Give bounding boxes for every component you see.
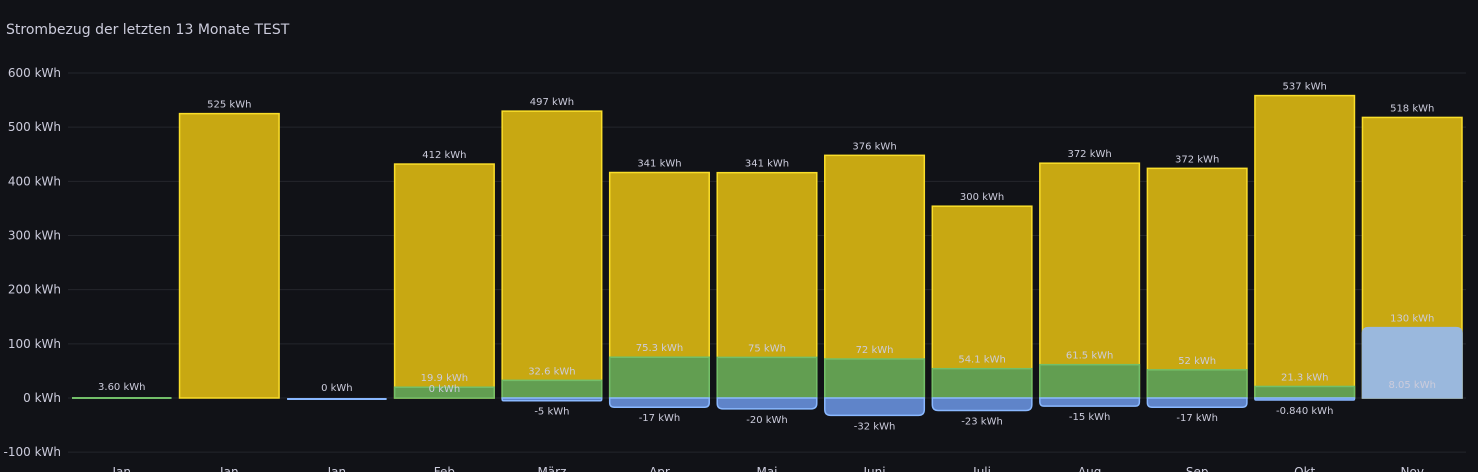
bar-total[interactable] — [1254, 94, 1356, 399]
bar-green-label: 52 kWh — [1178, 356, 1216, 367]
x-tick-label: Feb — [434, 465, 455, 472]
y-tick-label: 400 kWh — [8, 174, 61, 188]
bar-total-label: 341 kWh — [637, 159, 681, 170]
bar-total-label: 300 kWh — [960, 192, 1004, 203]
bar-blue-label: -17 kWh — [1176, 413, 1218, 424]
x-tick-label: Mai — [756, 465, 777, 472]
bars — [72, 94, 1463, 417]
bar-blue-label: -0.840 kWh — [1276, 406, 1333, 417]
bar-green[interactable] — [931, 367, 1033, 399]
bar-total[interactable] — [393, 163, 495, 399]
bar-green[interactable] — [72, 397, 172, 399]
bar-lightblue-label: 130 kWh — [1390, 314, 1434, 325]
bar-total-label: 497 kWh — [530, 97, 574, 108]
bar-total[interactable] — [931, 205, 1033, 399]
bar-green-label: 32.6 kWh — [528, 366, 575, 377]
bar-blue[interactable] — [608, 397, 710, 408]
panel-title[interactable]: Strombezug der letzten 13 Monate TEST — [6, 22, 290, 38]
x-tick-label: Aug — [1078, 465, 1101, 472]
bar-blue-label: -15 kWh — [1069, 412, 1111, 423]
bar-green-label: 19.9 kWh — [421, 373, 468, 384]
bar-green[interactable] — [1146, 369, 1248, 399]
bar-total-label: 518 kWh — [1390, 103, 1434, 114]
bar-blue-label: 0 kWh — [321, 383, 353, 394]
bar-total[interactable] — [178, 112, 280, 399]
y-tick-label: 100 kWh — [8, 337, 61, 351]
bar-green-label: 75 kWh — [748, 343, 786, 354]
bar-blue-label: -5 kWh — [534, 407, 569, 418]
x-tick-label: März — [537, 465, 566, 472]
bar-total[interactable] — [1039, 162, 1141, 399]
y-tick-label: 200 kWh — [8, 283, 61, 297]
y-tick-label: 300 kWh — [8, 229, 61, 243]
bar-total-label: 372 kWh — [1175, 154, 1219, 165]
bar-green-label: 54.1 kWh — [958, 355, 1005, 366]
y-axis: 600 kWh 500 kWh 400 kWh 300 kWh 200 kWh 100 k… — [4, 66, 61, 459]
x-tick-label: Sep — [1186, 465, 1209, 472]
x-tick-label: Jan — [327, 465, 347, 472]
bar-blue[interactable] — [824, 397, 926, 417]
bar-green[interactable] — [501, 379, 603, 399]
y-tick-label: 500 kWh — [8, 120, 61, 134]
x-tick-label: Jan — [112, 465, 132, 472]
bar-total-label: 537 kWh — [1283, 82, 1327, 93]
bar-green-label-2: 0 kWh — [429, 384, 461, 395]
x-tick-label: Jan — [219, 465, 239, 472]
x-tick-label: Nov — [1401, 465, 1424, 472]
bar-total[interactable] — [501, 110, 603, 399]
bar-total-label: 341 kWh — [745, 159, 789, 170]
bar-blue[interactable] — [287, 398, 387, 400]
bar-green-label: 21.3 kWh — [1281, 372, 1328, 383]
y-tick-label: 600 kWh — [8, 66, 61, 80]
x-tick-label: Okt — [1294, 465, 1315, 472]
bar-total-label: 376 kWh — [852, 141, 896, 152]
bar-green[interactable] — [716, 356, 818, 399]
y-tick-label: -100 kWh — [4, 445, 61, 459]
bar-lightblue-inner-label: 8.05 kWh — [1388, 380, 1435, 391]
bar-blue[interactable] — [1254, 397, 1356, 401]
bar-blue[interactable] — [1039, 397, 1141, 407]
bar-blue[interactable] — [716, 397, 818, 410]
bar-green[interactable] — [1254, 385, 1356, 399]
bar-blue[interactable] — [501, 397, 603, 402]
bar-total-label: 525 kWh — [207, 100, 251, 111]
bar-blue[interactable] — [931, 397, 1033, 412]
x-axis: Jan Jan Jan Feb März Apr Mai Juni Juli Aug Sep Okt N… — [112, 465, 1424, 472]
bar-blue-label: -20 kWh — [746, 415, 788, 426]
bar-green-label: 61.5 kWh — [1066, 351, 1113, 362]
bar-blue-label: -17 kWh — [639, 413, 681, 424]
x-tick-label: Apr — [649, 465, 670, 472]
bar-total[interactable] — [824, 154, 926, 399]
bar-green[interactable] — [824, 358, 926, 399]
bar-green-label: 72 kWh — [856, 345, 894, 356]
bar-green[interactable] — [1039, 363, 1141, 399]
bar-green[interactable] — [393, 386, 495, 399]
y-tick-label: 0 kWh — [23, 391, 61, 405]
bar-green-label: 3.60 kWh — [98, 382, 145, 393]
x-tick-label: Juni — [862, 465, 885, 472]
bar-green[interactable] — [608, 356, 710, 399]
bar-total-label: 372 kWh — [1067, 149, 1111, 160]
bar-total[interactable] — [1146, 167, 1248, 399]
x-tick-label: Juli — [972, 465, 991, 472]
bar-blue[interactable] — [1146, 397, 1248, 408]
bar-lightblue[interactable] — [1361, 326, 1463, 399]
bar-total-label: 412 kWh — [422, 150, 466, 161]
bar-blue-label: -23 kWh — [961, 416, 1003, 427]
bar-blue-label: -32 kWh — [854, 421, 896, 432]
bar-green-label: 75.3 kWh — [636, 343, 683, 354]
